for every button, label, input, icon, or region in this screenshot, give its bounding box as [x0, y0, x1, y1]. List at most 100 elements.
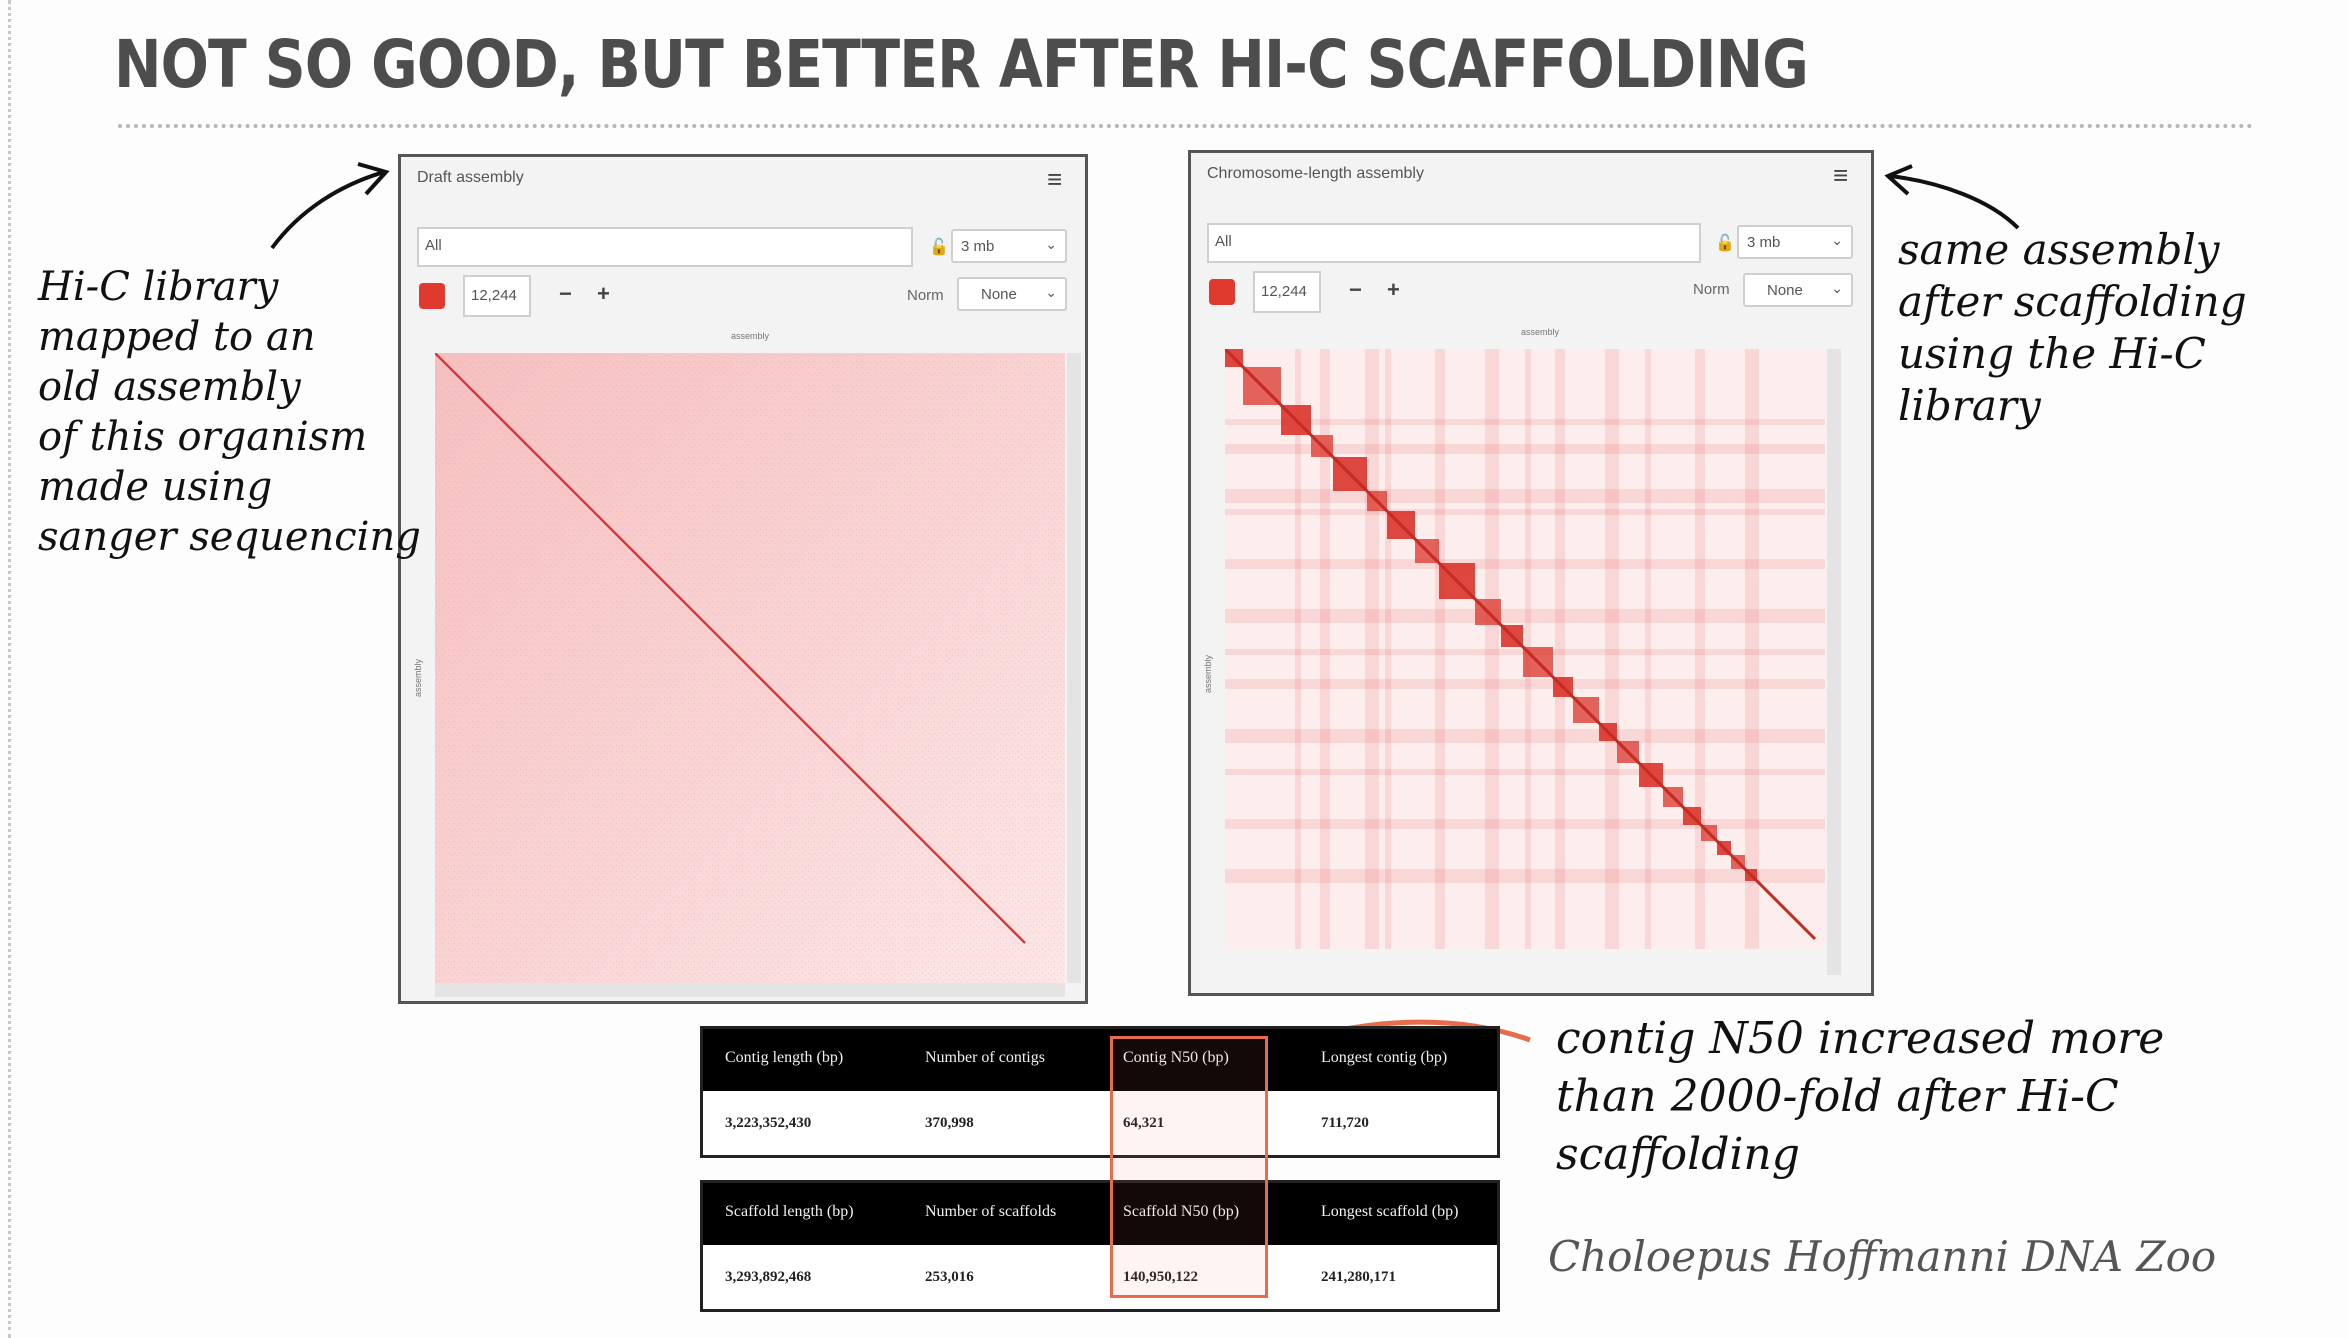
- slide-edge-marks: [0, 0, 11, 1338]
- norm-select[interactable]: None ⌄: [1743, 273, 1853, 307]
- chevron-down-icon: ⌄: [1831, 232, 1843, 248]
- scaffolded-contact-map[interactable]: [1225, 349, 1825, 949]
- stripe-band: [1435, 349, 1445, 949]
- right-annotation: same assembly after scaffolding using th…: [1898, 224, 2247, 432]
- zoom-in-button[interactable]: +: [597, 281, 610, 306]
- horizontal-scrollbar[interactable]: [435, 983, 1065, 997]
- table-header-cell: Scaffold N50 (bp): [1123, 1203, 1240, 1220]
- stripe-band: [1225, 444, 1825, 454]
- zoom-out-button[interactable]: −: [559, 281, 572, 306]
- color-scale-input[interactable]: 12,244: [463, 275, 531, 317]
- bottom-annotation-line: contig N50 increased more: [1556, 1013, 2165, 1064]
- contig-stats-table: Contig length (bp) Number of contigs Con…: [700, 1026, 1500, 1158]
- stripe-band: [1225, 869, 1825, 883]
- left-annotation-line: sanger sequencing: [38, 514, 421, 560]
- table-header-cell: Longest scaffold (bp): [1321, 1203, 1459, 1220]
- stripe-band: [1225, 679, 1825, 689]
- chromosome-search-input[interactable]: All: [417, 227, 913, 267]
- table-header-cell: Number of scaffolds: [925, 1203, 1057, 1220]
- right-annotation-line: library: [1898, 381, 2041, 430]
- table-header-cell: Scaffold length (bp): [725, 1203, 854, 1220]
- norm-value: None: [981, 286, 1017, 303]
- left-axis-label: assembly: [1203, 654, 1213, 693]
- resolution-value: 3 mb: [1747, 234, 1781, 251]
- resolution-select[interactable]: 3 mb ⌄: [1737, 225, 1853, 259]
- stripe-band: [1320, 349, 1330, 949]
- color-scale-input[interactable]: 12,244: [1253, 271, 1321, 313]
- table-cell: 64,321: [1123, 1115, 1165, 1131]
- table-cell: 140,950,122: [1123, 1269, 1198, 1285]
- table-header-cell: Longest contig (bp): [1321, 1049, 1448, 1066]
- left-annotation-line: Hi-C library: [38, 264, 279, 310]
- draft-contact-map[interactable]: [435, 353, 1065, 983]
- resolution-value: 3 mb: [961, 238, 995, 255]
- color-swatch[interactable]: [419, 283, 445, 309]
- bottom-annotation: contig N50 increased more than 2000-fold…: [1556, 1010, 2164, 1184]
- stripe-band: [1385, 349, 1391, 949]
- color-swatch[interactable]: [1209, 279, 1235, 305]
- lock-icon[interactable]: 🔓: [1715, 235, 1735, 252]
- left-annotation-line: mapped to an: [38, 314, 316, 360]
- panel-title: Draft assembly: [417, 169, 524, 186]
- lock-icon[interactable]: 🔓: [929, 239, 949, 256]
- table-cell: 3,293,892,468: [725, 1269, 812, 1285]
- right-annotation-line: same assembly: [1898, 225, 2220, 274]
- zoom-in-button[interactable]: +: [1387, 277, 1400, 302]
- table-cell: 3,223,352,430: [725, 1115, 812, 1131]
- bottom-annotation-line: than 2000-fold after Hi-C: [1556, 1071, 2119, 1122]
- chromosome-length-assembly-panel: Chromosome-length assembly ≡ All 🔓 3 mb ⌄…: [1188, 150, 1874, 996]
- right-annotation-line: after scaffolding: [1898, 277, 2247, 326]
- table-header-cell: Contig N50 (bp): [1123, 1049, 1229, 1066]
- table-header-cell: Number of contigs: [925, 1049, 1045, 1066]
- table-cell: 241,280,171: [1321, 1269, 1396, 1285]
- table-cell: 711,720: [1321, 1115, 1369, 1131]
- stripe-band: [1605, 349, 1619, 949]
- right-arrow-icon: [1889, 174, 2020, 230]
- table-header: [703, 1029, 1497, 1091]
- stripe-band: [1225, 609, 1825, 623]
- bottom-annotation-line: scaffolding: [1556, 1129, 1800, 1180]
- species-caption: Choloepus Hoffmanni DNA Zoo: [1548, 1232, 2217, 1281]
- norm-value: None: [1767, 282, 1803, 299]
- stripe-band: [1225, 819, 1825, 829]
- zoom-out-button[interactable]: −: [1349, 277, 1362, 302]
- n50-highlight-box: [1110, 1036, 1268, 1298]
- chevron-down-icon: ⌄: [1045, 236, 1057, 252]
- slide-title: NOT SO GOOD, BUT BETTER AFTER HI-C SCAFF…: [114, 26, 1809, 103]
- left-annotation-line: old assembly: [38, 364, 301, 410]
- top-axis-label: assembly: [731, 331, 770, 341]
- left-annotation-line: of this organism: [38, 414, 368, 460]
- table-cell: 370,998: [925, 1115, 974, 1131]
- table-cell: 253,016: [925, 1269, 974, 1285]
- left-axis-label: assembly: [413, 658, 423, 697]
- left-arrow-icon: [270, 170, 385, 250]
- hamburger-menu-icon[interactable]: ≡: [1833, 160, 1849, 190]
- norm-label: Norm: [907, 287, 944, 304]
- table-header: [703, 1183, 1497, 1245]
- norm-select[interactable]: None ⌄: [957, 277, 1067, 311]
- right-arrowhead-icon: [1884, 164, 1913, 196]
- stripe-band: [1225, 769, 1825, 775]
- stripe-band: [1745, 349, 1759, 949]
- diagonal-line: [1225, 349, 1817, 941]
- panel-title: Chromosome-length assembly: [1207, 165, 1424, 182]
- stripe-band: [1555, 349, 1565, 949]
- vertical-scrollbar[interactable]: [1827, 349, 1841, 975]
- scaffold-stats-table: Scaffold length (bp) Number of scaffolds…: [700, 1180, 1500, 1312]
- chromosome-search-input[interactable]: All: [1207, 223, 1701, 263]
- stripe-band: [1485, 349, 1499, 949]
- norm-label: Norm: [1693, 281, 1730, 298]
- resolution-select[interactable]: 3 mb ⌄: [951, 229, 1067, 263]
- stripe-band: [1225, 559, 1825, 569]
- chevron-down-icon: ⌄: [1831, 280, 1843, 296]
- stripe-band: [1695, 349, 1705, 949]
- stripe-band: [1225, 729, 1825, 743]
- left-arrowhead-icon: [357, 162, 390, 196]
- table-header-cell: Contig length (bp): [725, 1049, 844, 1066]
- vertical-scrollbar[interactable]: [1067, 353, 1081, 983]
- stripe-band: [1295, 349, 1301, 949]
- title-divider: [118, 124, 2254, 128]
- hamburger-menu-icon[interactable]: ≡: [1047, 164, 1063, 194]
- stripe-band: [1225, 509, 1825, 515]
- left-annotation: Hi-C library mapped to an old assembly o…: [38, 262, 421, 562]
